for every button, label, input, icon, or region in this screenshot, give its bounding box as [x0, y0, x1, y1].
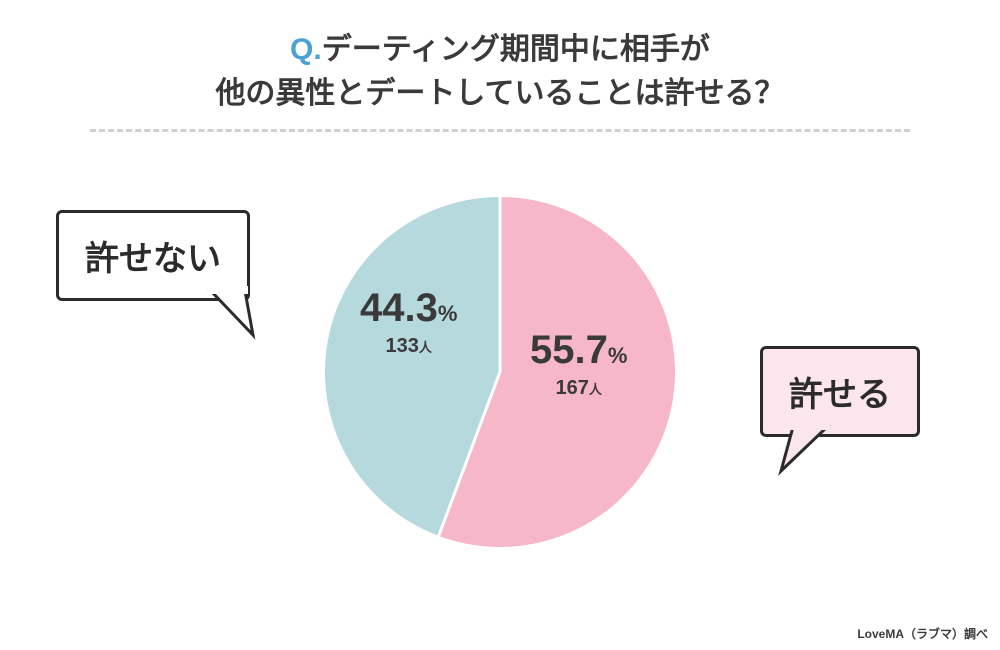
callout-text-yes: 許せる: [789, 376, 891, 414]
title-q-dot: .: [313, 33, 321, 66]
pie-count-yes-wrap: 167人: [530, 377, 627, 400]
pie-value-label-yes: 55.7% 167人: [530, 328, 627, 400]
pie-count-yes: 167: [556, 377, 589, 399]
pie-count-no-wrap: 133人: [360, 335, 457, 358]
pie-count-unit-yes: 人: [589, 382, 602, 397]
title-line-2: 他の異性とデートしていることは許せる？: [0, 72, 1000, 116]
pie-percent-symbol-no: %: [438, 301, 458, 326]
pie-value-label-no: 44.3% 133人: [360, 286, 457, 358]
callout-tail-no: [209, 289, 269, 349]
title-q-prefix: Q: [290, 33, 313, 66]
pie-count-unit-no: 人: [419, 340, 432, 355]
callout-tail-yes: [769, 425, 829, 485]
pie-percent-symbol-yes: %: [608, 343, 628, 368]
callout-text-no: 許せない: [85, 240, 221, 278]
pie-percent-no: 44.3: [360, 286, 438, 330]
title-line-1-text: デーティング期間中に相手が: [322, 33, 710, 66]
pie-percent-yes: 55.7: [530, 328, 608, 372]
source-credit: LoveMA（ラブマ）調べ: [857, 625, 988, 642]
title-line-1: Q.デーティング期間中に相手が: [0, 28, 1000, 72]
question-title: Q.デーティング期間中に相手が 他の異性とデートしていることは許せる？: [0, 0, 1000, 115]
callout-bubble-no: 許せない: [56, 210, 250, 301]
pie-chart-area: 44.3% 133人 55.7% 167人 許せない 許せる: [0, 132, 1000, 632]
pie-count-no: 133: [386, 335, 419, 357]
callout-bubble-yes: 許せる: [760, 346, 920, 437]
